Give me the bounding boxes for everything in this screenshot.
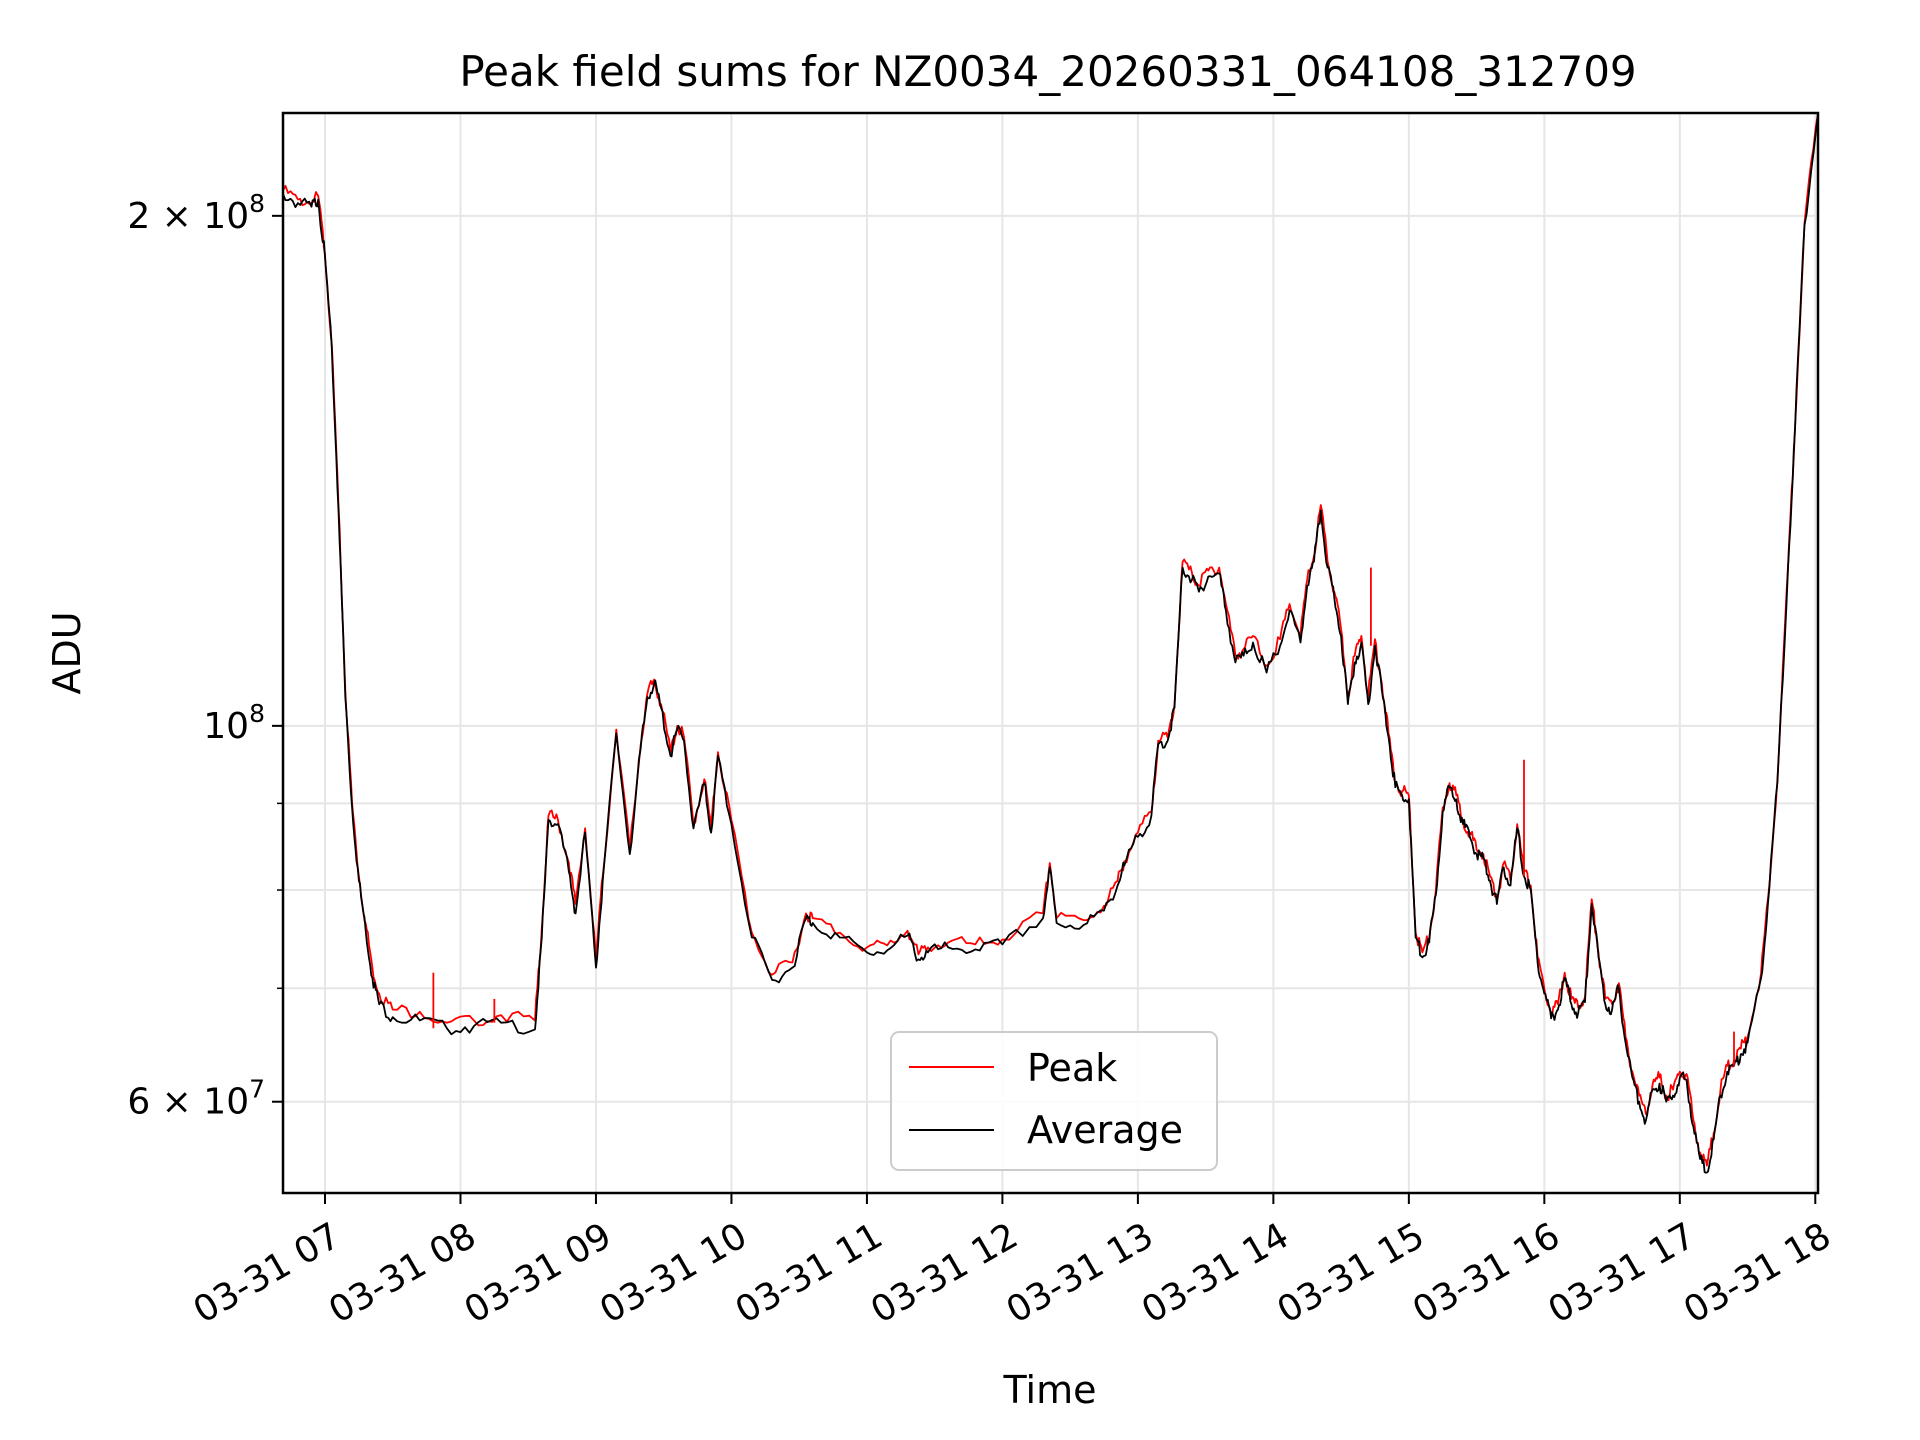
x-axis-label: Time <box>1003 1368 1097 1412</box>
y-tick-label: 2 × 108 <box>127 189 265 237</box>
legend-label-average: Average <box>1027 1108 1183 1152</box>
y-axis-label: ADU <box>45 611 89 694</box>
axes-frame <box>281 111 1820 1195</box>
legend-label-peak: Peak <box>1027 1046 1117 1090</box>
series-line-average <box>283 114 1818 1174</box>
y-axis: 6 × 107 108 2 × 108 <box>127 189 283 1123</box>
chart-title: Peak field sums for NZ0034_20260331_0641… <box>459 47 1636 96</box>
y-tick-label: 6 × 107 <box>127 1075 265 1123</box>
grid <box>283 113 1818 1193</box>
y-tick-label: 108 <box>203 699 265 747</box>
plot-area <box>283 113 1818 1174</box>
legend: Peak Average <box>890 1031 1218 1171</box>
